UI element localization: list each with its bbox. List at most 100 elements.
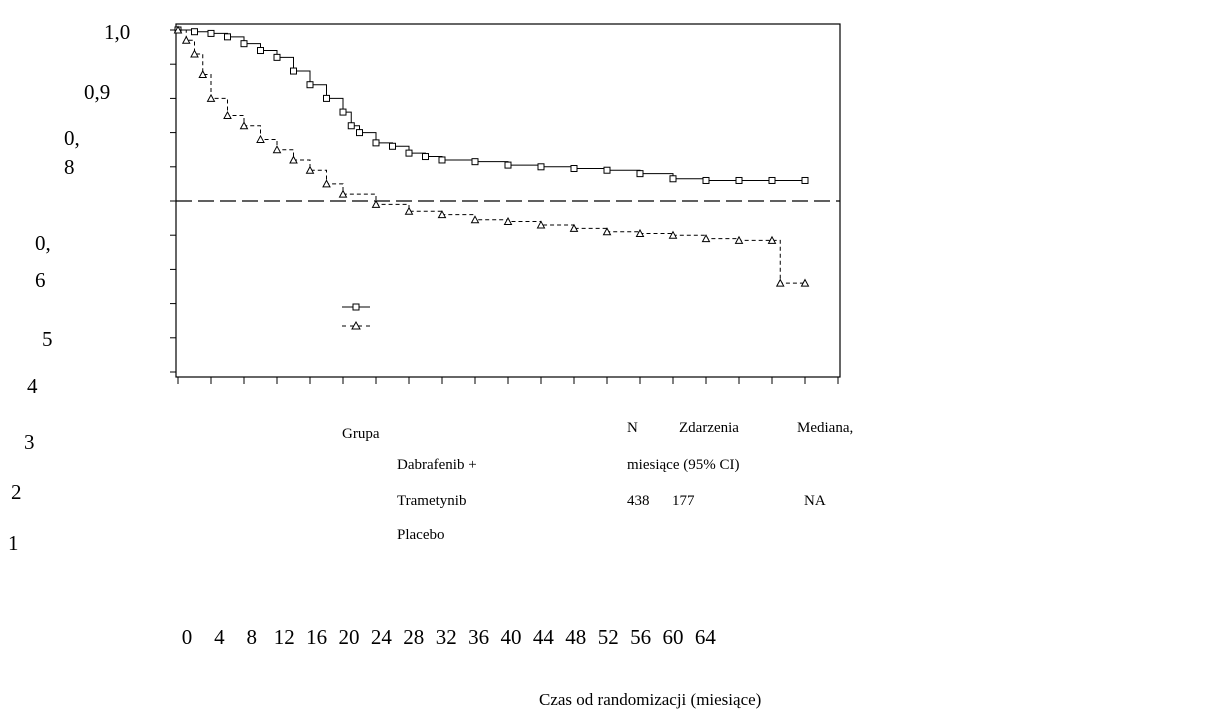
series-1-point bbox=[735, 176, 743, 184]
series-1-point bbox=[339, 108, 347, 116]
y-ticks bbox=[170, 29, 176, 373]
series-1-point bbox=[570, 165, 578, 173]
series-2-point bbox=[569, 223, 579, 232]
y-tick-label: 1 bbox=[8, 531, 19, 555]
series-2-point bbox=[734, 235, 744, 244]
x-tick-label: 8 bbox=[246, 625, 258, 649]
x-tick-label: 36 bbox=[468, 625, 490, 649]
y-tick-label: 2 bbox=[11, 480, 22, 504]
table-events-header: Zdarzenia bbox=[679, 420, 739, 436]
x-tick-label: 56 bbox=[630, 625, 652, 649]
y-tick-label: 6 bbox=[35, 268, 46, 292]
x-tick-label: 12 bbox=[273, 625, 295, 649]
series-1-point bbox=[224, 33, 231, 41]
x-tick-label: 24 bbox=[370, 625, 392, 649]
x-tick-label: 16 bbox=[306, 625, 328, 649]
series-2-point bbox=[371, 199, 381, 208]
y-tick-label: 8 bbox=[64, 155, 75, 179]
series-1-point bbox=[603, 166, 611, 174]
y-tick-label: 5 bbox=[42, 327, 53, 351]
series-1-point bbox=[801, 176, 809, 184]
series-2-point bbox=[800, 278, 810, 287]
series-2-point bbox=[701, 234, 711, 243]
x-tick-label: 60 bbox=[662, 625, 684, 649]
series-2-point bbox=[503, 216, 513, 226]
series-1-point bbox=[323, 94, 330, 102]
series-1-point bbox=[191, 28, 198, 36]
series-2-point bbox=[206, 93, 216, 102]
series-2-point bbox=[223, 110, 232, 119]
series-1-point bbox=[669, 175, 677, 183]
y-tick-label: 0,9 bbox=[84, 80, 111, 104]
x-tick-label: 48 bbox=[565, 625, 587, 649]
series-2-point bbox=[173, 25, 183, 34]
series-2-point bbox=[181, 35, 191, 44]
table-row1-n: 438 bbox=[627, 493, 650, 509]
series-2-point bbox=[635, 228, 645, 237]
series-1-point bbox=[537, 163, 545, 171]
series-1-point bbox=[347, 122, 355, 130]
x-ticks bbox=[177, 377, 839, 384]
series-line-2 bbox=[178, 29, 805, 284]
series-2-point bbox=[322, 179, 331, 188]
series-1-point bbox=[405, 149, 413, 157]
series-1-point bbox=[636, 170, 644, 178]
table-row1-name-a: Dabrafenib + bbox=[397, 457, 477, 473]
x-tick-label: 20 bbox=[338, 625, 360, 649]
x-tick-label: 32 bbox=[435, 625, 457, 649]
series-1-point bbox=[273, 53, 281, 61]
series-2-point bbox=[256, 134, 265, 143]
series-1-point bbox=[290, 67, 297, 75]
series-2-point bbox=[198, 69, 208, 78]
series-2-point bbox=[305, 165, 315, 174]
series-1-point bbox=[257, 47, 264, 55]
table-median-header: Mediana, bbox=[797, 420, 854, 436]
table-row1-name-b: Trametynib bbox=[397, 493, 467, 509]
series-1-point bbox=[207, 29, 215, 37]
series-1-point bbox=[240, 40, 248, 48]
legend-triangle-marker bbox=[351, 320, 361, 330]
series-1-point bbox=[702, 176, 710, 184]
table-row2-name: Placebo bbox=[397, 527, 445, 543]
series-1-point bbox=[389, 142, 396, 150]
x-tick-label: 44 bbox=[532, 625, 554, 649]
series-2-point bbox=[239, 121, 249, 130]
series-2-point bbox=[536, 220, 546, 229]
series-1-point bbox=[438, 156, 446, 164]
x-tick-label: 0 bbox=[181, 625, 193, 649]
x-axis-title: Czas od randomizacji (miesiące) bbox=[539, 690, 762, 709]
table-group-header: Grupa bbox=[342, 426, 380, 442]
x-tick-label: 28 bbox=[403, 625, 425, 649]
series-2-point bbox=[437, 210, 447, 219]
series-line-1 bbox=[178, 29, 805, 181]
y-tick-label: 1,0 bbox=[104, 20, 131, 44]
table-row1-events: 177 bbox=[672, 493, 695, 509]
series-2-point bbox=[338, 189, 348, 198]
legend-square-marker bbox=[352, 303, 360, 311]
series-1-point bbox=[372, 139, 380, 147]
series-2-point bbox=[190, 49, 199, 58]
series-2-point bbox=[272, 145, 282, 154]
x-tick-label: 4 bbox=[214, 625, 225, 649]
y-tick-label: 0, bbox=[64, 126, 80, 150]
table-n-header: N bbox=[627, 420, 638, 436]
series-2-point bbox=[668, 230, 678, 239]
series-1-point bbox=[504, 161, 512, 169]
series-2-point bbox=[404, 206, 414, 215]
x-tick-label: 40 bbox=[500, 625, 522, 649]
series-2-point bbox=[470, 215, 480, 224]
series-2-point bbox=[775, 278, 785, 287]
x-tick-label: 64 bbox=[694, 625, 716, 649]
series-2-point bbox=[289, 155, 298, 164]
table-row1-median: NA bbox=[804, 493, 826, 509]
series-1-point bbox=[471, 158, 479, 166]
y-tick-label: 3 bbox=[24, 430, 35, 454]
x-tick-label: 52 bbox=[597, 625, 619, 649]
series-1-point bbox=[356, 129, 363, 137]
series-1-point bbox=[422, 153, 429, 161]
table-median-unit: miesiące (95% CI) bbox=[627, 457, 740, 473]
legend bbox=[342, 303, 370, 330]
series-2-point bbox=[767, 235, 777, 244]
y-tick-label: 4 bbox=[27, 374, 38, 398]
